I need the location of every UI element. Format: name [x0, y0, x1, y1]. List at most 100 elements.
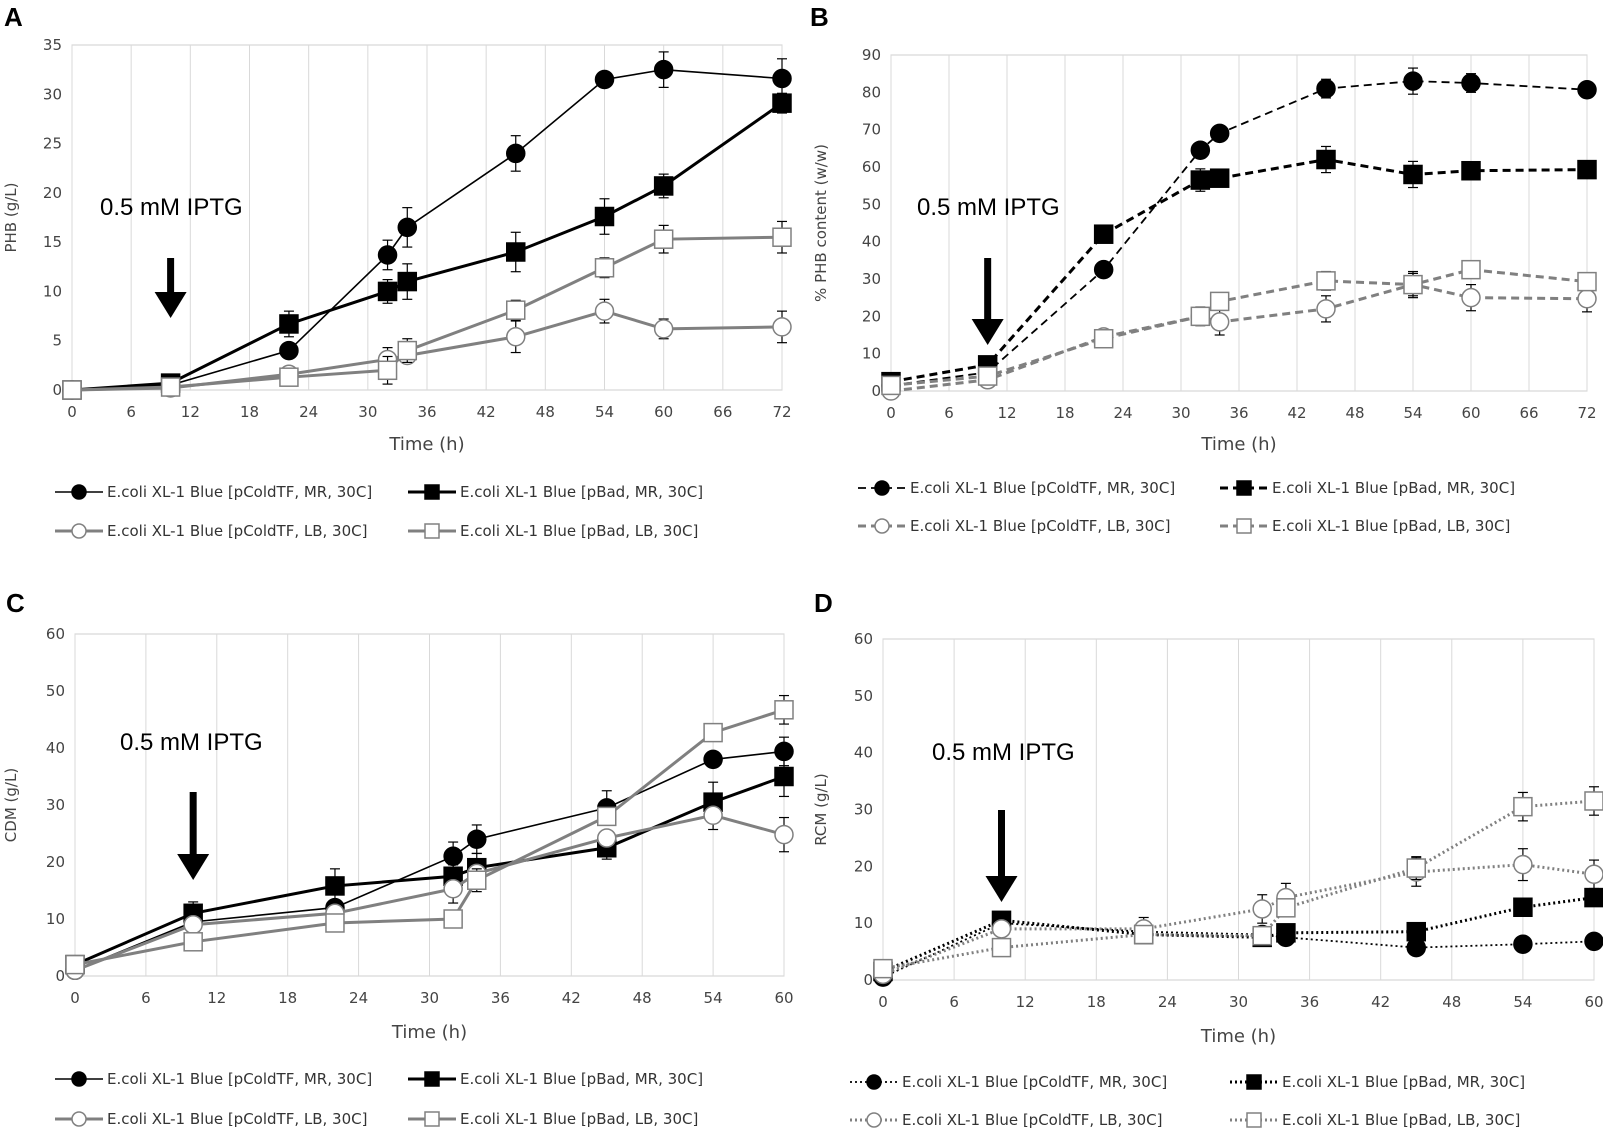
- legend-label: E.coli XL-1 Blue [pColdTF, MR, 30C]: [107, 1070, 372, 1088]
- legend-item: E.coli XL-1 Blue [pColdTF, LB, 30C]: [55, 522, 367, 540]
- x-tick-label: 54: [1403, 404, 1422, 422]
- legend-marker: [424, 1111, 440, 1127]
- y-tick-label: 40: [862, 233, 881, 251]
- legend-marker: [1246, 1112, 1262, 1128]
- series-4: [62, 220, 792, 400]
- x-tick-label: 6: [944, 404, 954, 422]
- y-axis-title: CDM (g/L): [2, 768, 20, 842]
- data-point: [1403, 71, 1423, 91]
- data-point: [1209, 123, 1230, 144]
- data-point: [653, 176, 674, 196]
- data-point: [1406, 921, 1426, 942]
- legend-marker: [1236, 518, 1252, 534]
- data-point: [881, 375, 901, 396]
- data-point: [506, 143, 526, 164]
- data-point: [1190, 140, 1211, 160]
- x-tick-label: 24: [349, 989, 368, 1007]
- x-tick-label: 66: [1519, 404, 1538, 422]
- legend-item: E.coli XL-1 Blue [pColdTF, MR, 30C]: [55, 483, 372, 501]
- legend-marker: [1246, 1074, 1262, 1090]
- legend-label: E.coli XL-1 Blue [pColdTF, LB, 30C]: [107, 1110, 367, 1128]
- y-tick-label: 30: [862, 270, 881, 288]
- legend-item: E.coli XL-1 Blue [pColdTF, LB, 30C]: [858, 517, 1170, 535]
- data-point: [594, 301, 615, 321]
- data-point: [703, 722, 723, 743]
- data-point: [1461, 287, 1481, 308]
- legend-marker: [71, 1071, 87, 1087]
- x-tick-label: 36: [417, 403, 436, 421]
- panel-letter: D: [814, 588, 833, 618]
- x-tick-label: 48: [1345, 404, 1364, 422]
- legend-label: E.coli XL-1 Blue [pBad, LB, 30C]: [1282, 1111, 1520, 1129]
- x-tick-label: 36: [491, 989, 510, 1007]
- data-point: [1513, 934, 1533, 954]
- legend-marker: [71, 1111, 87, 1127]
- x-axis-title: Time (h): [1200, 1026, 1276, 1047]
- data-point: [977, 366, 998, 386]
- x-tick-label: 18: [240, 403, 259, 421]
- legend-marker: [874, 518, 890, 534]
- x-tick-label: 12: [207, 989, 226, 1007]
- x-tick-label: 30: [1171, 404, 1190, 422]
- data-point: [506, 242, 526, 262]
- series-1: [62, 51, 792, 400]
- x-tick-label: 42: [1287, 404, 1306, 422]
- data-point: [506, 300, 526, 320]
- legend-label: E.coli XL-1 Blue [pBad, MR, 30C]: [1272, 479, 1515, 497]
- data-point: [467, 829, 487, 849]
- data-point: [377, 360, 398, 381]
- data-point: [325, 913, 345, 933]
- legend-item: E.coli XL-1 Blue [pColdTF, MR, 30C]: [55, 1070, 372, 1088]
- legend-item: E.coli XL-1 Blue [pBad, MR, 30C]: [408, 483, 703, 501]
- annotation-text: 0.5 mM IPTG: [932, 739, 1075, 766]
- x-tick-label: 0: [878, 993, 888, 1011]
- chart-panel-B: B 0 6 12 18 24 30 36 42 48 54 60 66 72 0 10 20 30 40 50 60 70…: [810, 2, 1597, 535]
- data-point: [1513, 897, 1533, 918]
- x-tick-label: 42: [1371, 993, 1390, 1011]
- legend-marker: [866, 1112, 882, 1128]
- series-1: [881, 67, 1597, 396]
- x-tick-label: 0: [67, 403, 77, 421]
- data-point: [62, 380, 82, 400]
- data-point: [183, 932, 203, 952]
- data-point: [653, 229, 674, 249]
- chart-panel-C: C 0 6 12 18 24 30 36 42 48 54 60 0 10 20 30 40 50 60 Time (…: [2, 588, 794, 1128]
- data-point: [703, 749, 723, 770]
- y-tick-label: 15: [43, 233, 62, 251]
- data-point: [774, 700, 794, 720]
- y-tick-label: 20: [46, 853, 65, 871]
- x-tick-label: 54: [1513, 993, 1532, 1011]
- x-tick-label: 30: [358, 403, 377, 421]
- data-point: [397, 217, 418, 238]
- series-line: [74, 750, 785, 972]
- panel-letter: A: [4, 2, 23, 32]
- data-point: [1093, 224, 1114, 244]
- chart-panel-A: A 0 6 12 18 24 30 36 42 48 54 60 66 72 0 5 10 15 20 25 30 35 T…: [2, 2, 792, 540]
- data-point: [1316, 78, 1336, 99]
- data-point: [467, 870, 487, 890]
- data-point: [279, 367, 299, 387]
- x-tick-label: 12: [1016, 993, 1035, 1011]
- y-tick-label: 20: [862, 307, 881, 325]
- legend-item: E.coli XL-1 Blue [pColdTF, LB, 30C]: [55, 1110, 367, 1128]
- y-tick-label: 10: [854, 914, 873, 932]
- down-arrow-icon: [154, 292, 187, 318]
- x-tick-label: 24: [1158, 993, 1177, 1011]
- data-point: [1461, 259, 1481, 280]
- legend-marker: [1236, 480, 1252, 496]
- x-tick-label: 66: [713, 403, 732, 421]
- annotation-text: 0.5 mM IPTG: [917, 194, 1060, 221]
- y-tick-label: 0: [871, 382, 881, 400]
- x-tick-label: 30: [420, 989, 439, 1007]
- data-point: [1209, 291, 1230, 312]
- panel-letter: B: [810, 2, 829, 32]
- x-tick-label: 18: [1087, 993, 1106, 1011]
- legend-label: E.coli XL-1 Blue [pColdTF, LB, 30C]: [910, 517, 1170, 535]
- data-point: [597, 806, 617, 827]
- series-4: [873, 786, 1603, 979]
- y-axis-title: PHB (g/L): [2, 182, 20, 252]
- x-tick-label: 12: [997, 404, 1016, 422]
- legend-label: E.coli XL-1 Blue [pBad, LB, 30C]: [1272, 517, 1510, 535]
- y-axis-title: RCM (g/L): [812, 773, 830, 846]
